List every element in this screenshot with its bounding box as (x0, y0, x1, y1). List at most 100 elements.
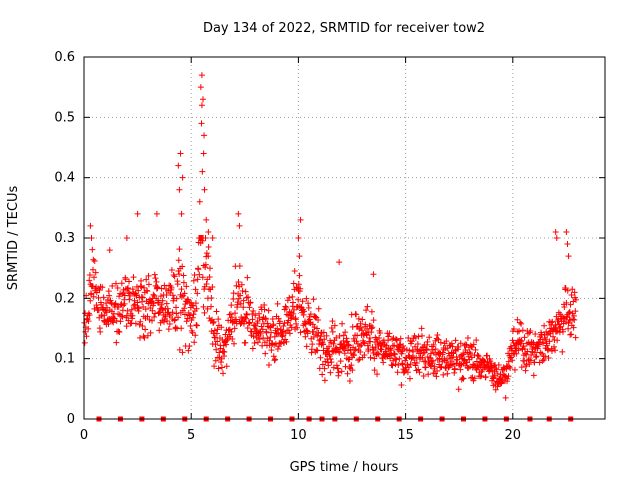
data-point (471, 375, 478, 382)
data-point (405, 364, 412, 371)
data-point (81, 339, 88, 346)
data-point-peak (197, 84, 204, 91)
data-point (265, 307, 272, 314)
x-tick-label: 15 (397, 428, 414, 443)
data-point (178, 286, 185, 293)
data-point (87, 297, 94, 304)
data-point (431, 363, 438, 370)
data-point (397, 335, 404, 342)
data-point (395, 362, 402, 369)
data-point (153, 278, 160, 285)
data-point (521, 357, 528, 364)
data-point (376, 334, 383, 341)
data-point (183, 318, 190, 325)
data-point (229, 336, 236, 343)
data-point (407, 361, 414, 368)
data-point (528, 351, 535, 358)
data-point (389, 342, 396, 349)
data-point (368, 325, 375, 332)
data-point (85, 318, 92, 325)
data-point (521, 334, 528, 341)
data-point (174, 281, 181, 288)
data-point (568, 331, 575, 338)
data-point (106, 292, 113, 299)
data-point (186, 343, 193, 350)
data-point (527, 357, 534, 364)
data-point-peak (196, 198, 203, 205)
data-point (561, 303, 568, 310)
data-point (367, 322, 374, 329)
data-point (91, 274, 98, 281)
data-point-peak (295, 235, 302, 241)
data-point (193, 321, 200, 328)
data-point (396, 355, 403, 362)
data-point (563, 299, 570, 306)
data-point (304, 330, 311, 337)
data-point (438, 363, 445, 370)
data-point (142, 326, 149, 333)
data-point (405, 352, 412, 359)
data-point (518, 364, 525, 371)
data-point (215, 316, 222, 323)
data-point (321, 377, 328, 384)
data-point (444, 370, 451, 377)
data-point (212, 357, 219, 364)
data-point (371, 355, 378, 362)
data-point (290, 280, 297, 287)
data-point (333, 345, 340, 352)
data-point (158, 301, 165, 308)
data-point (96, 287, 103, 294)
data-point (299, 298, 306, 305)
data-point (291, 268, 298, 275)
data-point (331, 322, 338, 329)
data-point (559, 348, 566, 355)
data-point (397, 341, 404, 348)
data-point (455, 343, 462, 350)
data-point (254, 318, 261, 325)
data-point (540, 357, 547, 364)
data-points (81, 72, 580, 422)
data-point (328, 324, 335, 331)
data-point (357, 349, 364, 356)
data-point (517, 338, 524, 345)
data-point (361, 340, 368, 347)
data-point (388, 361, 395, 368)
data-point (227, 311, 234, 318)
data-point (345, 341, 352, 348)
data-point (220, 370, 227, 377)
y-tick-label: 0.2 (54, 291, 75, 306)
data-point (426, 334, 433, 341)
data-point (214, 338, 221, 345)
data-point (138, 284, 145, 291)
data-point (338, 368, 345, 375)
data-point (439, 349, 446, 356)
data-point (345, 342, 352, 349)
data-point (163, 292, 170, 299)
data-point (132, 320, 139, 327)
data-point (349, 367, 356, 374)
data-point (364, 303, 371, 310)
data-point (126, 278, 133, 285)
data-point (185, 296, 192, 303)
data-point (209, 284, 216, 291)
data-point (446, 363, 453, 370)
data-point (290, 299, 296, 306)
data-point (283, 304, 290, 311)
data-point (549, 347, 555, 354)
data-point (221, 349, 228, 356)
data-point (297, 285, 304, 292)
data-point (567, 301, 574, 308)
data-point (168, 266, 175, 273)
data-point (107, 297, 114, 304)
data-point-peak (123, 235, 130, 241)
data-point (341, 350, 348, 357)
data-point (550, 333, 557, 340)
data-point (129, 312, 136, 319)
data-point (175, 314, 182, 321)
data-point (302, 321, 309, 328)
data-point (569, 316, 576, 323)
data-point (314, 347, 321, 354)
data-point (340, 345, 347, 352)
data-point (109, 282, 116, 289)
